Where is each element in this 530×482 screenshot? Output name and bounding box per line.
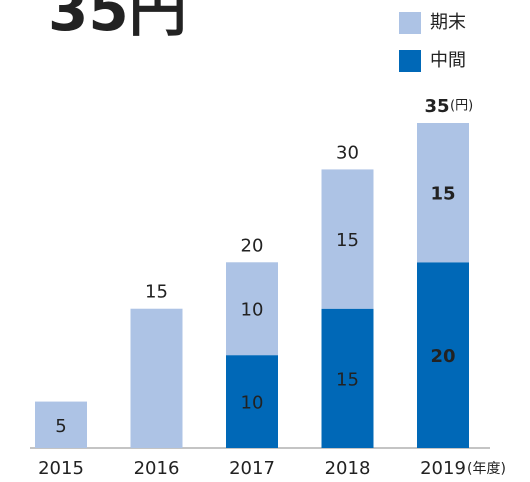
bar-segment [417,262,469,448]
legend-swatch [399,12,421,34]
bar-segment [321,308,374,448]
segment-label: 15 [336,230,359,251]
legend-swatch [399,50,421,72]
total-label: 20 [241,235,264,256]
bar-segment [321,169,374,309]
segment-label: 10 [241,393,264,414]
bar-segment [130,308,183,448]
bar-segment [417,123,469,263]
segment-label: 5 [55,416,66,437]
segment-label: 10 [241,300,264,321]
legend-label: 中間 [430,50,466,71]
x-unit: (年度) [467,461,506,477]
segment-label: 15 [430,184,455,205]
x-tick-label: 2018 [325,458,371,479]
segment-label: 15 [336,369,359,390]
x-tick-label: 2017 [229,458,275,479]
total-label: 15 [145,282,168,303]
total-unit: (円) [450,99,473,114]
bar-segment [226,355,278,448]
x-tick-label: 2015 [38,458,84,479]
total-label: 30 [336,142,359,163]
x-tick-label: 2016 [134,458,180,479]
legend-label: 期末 [430,12,466,33]
segment-label: 20 [430,346,455,367]
total-label: 35 [424,96,449,117]
chart-title: 35円 [48,0,187,44]
x-tick-label: 2019 [420,458,466,479]
bar-segment [35,401,87,448]
bar-segment [226,262,278,356]
